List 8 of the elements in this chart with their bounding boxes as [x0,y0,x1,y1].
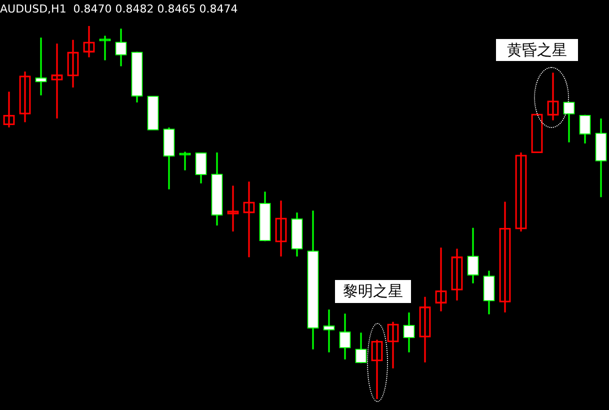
candlestick [179,152,191,170]
candlestick [35,38,47,96]
candlestick [323,310,335,352]
annotation: 黄昏之星 [496,39,578,61]
annotation: 黎明之星 [335,280,411,303]
candlestick [147,96,159,130]
chart-title: AUDUSD,H1 0.8470 0.8482 0.8465 0.8474 [0,2,238,16]
candlestick [99,36,111,60]
